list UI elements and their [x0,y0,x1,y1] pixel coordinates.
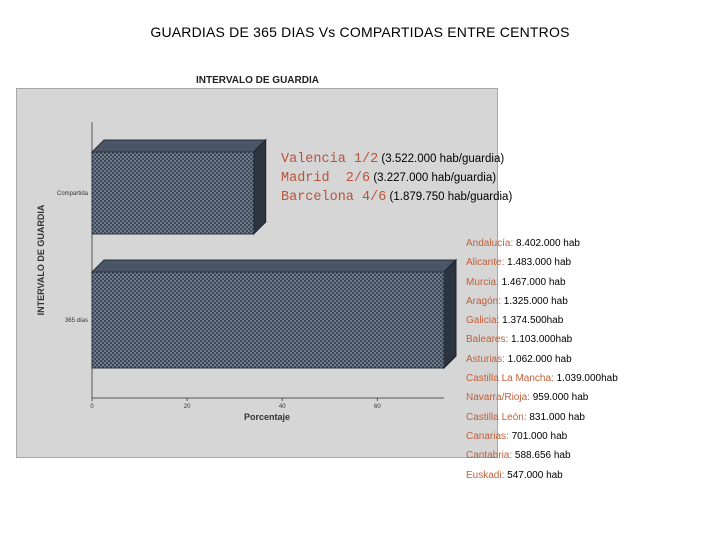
region-item: Cantabria: 588.656 hab [466,446,716,465]
bar-side-0 [253,138,267,236]
bar-top-0 [90,139,267,153]
city-name: Barcelona 4/6 [281,190,387,205]
x-tick-label: 0 [90,404,94,410]
region-value: 1.103.000hab [508,334,573,346]
region-item: Baleares: 1.103.000hab [466,330,716,349]
slide-title: GUARDIAS DE 365 DIAS Vs COMPARTIDAS ENTR… [150,24,570,40]
city-annotation: Barcelona 4/6 (1.879.750 hab/guardia) [281,188,512,207]
region-name: Aragón: [466,295,502,307]
region-item: Canarias: 701.000 hab [466,427,716,446]
chart-labels: 0 20 40 60 Compartida 365 días Porcentaje INTER… [36,191,381,422]
category-label: 365 días [65,318,88,324]
city-value: (3.522.000 hab/guardia) [378,153,505,165]
region-value: 8.402.000 hab [513,238,580,249]
region-item: Alicante: 1.483.000 hab [466,253,716,272]
region-name: Navarra/Rioja: [466,392,530,404]
chart-title: INTERVALO DE GUARDIA [196,75,319,86]
region-item: Castilla La Mancha: 1.039.000hab [466,369,716,388]
region-item: Asturias: 1.062.000 hab [466,350,716,369]
city-annotation: Valencia 1/2 (3.522.000 hab/guardia) [281,150,512,169]
region-item: Castilla León: 831.000 hab [466,408,716,427]
region-value: 588.656 hab [512,450,571,462]
city-name: Valencia 1/2 [281,152,379,167]
city-annotations: Valencia 1/2 (3.522.000 hab/guardia) Madr… [281,150,512,207]
city-value: (3.227.000 hab/guardia) [370,172,497,184]
city-name: Madrid 2/6 [281,171,371,186]
bar-side-1 [443,258,457,370]
region-value: 1.483.000 hab [504,257,572,269]
bar-1 [91,271,445,369]
region-value: 1.039.000hab [553,373,618,385]
bar-0 [91,151,255,235]
region-item: Aragón: 1.325.000 hab [466,292,716,311]
y-axis-title: INTERVALO DE GUARDIA [36,204,46,315]
region-value: 1.062.000 hab [504,353,572,365]
x-tick-label: 40 [279,404,286,410]
region-name: Euskadi: [466,469,505,481]
region-name: Andalucía: [466,238,514,249]
region-value: 959.000 hab [529,392,589,404]
region-value: 831.000 hab [526,411,585,423]
region-name: Alicante: [466,257,505,269]
region-item: Andalucía: 8.402.000 hab [466,234,716,253]
region-name: Canarias: [466,430,509,442]
region-item: Navarra/Rioja: 959.000 hab [466,388,716,407]
region-name: Murcia: [466,276,499,288]
region-name: Castilla La Mancha: [466,373,554,385]
region-name: Baleares: [466,334,509,346]
region-item: Euskadi: 547.000 hab [466,466,716,485]
region-name: Castilla León: [466,411,527,423]
region-value: 1.325.000 hab [501,295,568,307]
x-axis-title: Porcentaje [244,412,290,422]
region-value: 1.467.000 hab [498,276,566,288]
region-list: Andalucía: 8.402.000 hab Alicante: 1.483.… [466,234,716,485]
chart-bars [90,138,458,370]
city-value: (1.879.750 hab/guardia) [386,191,513,203]
region-value: 547.000 hab [504,469,563,481]
x-tick-label: 20 [184,404,191,410]
category-label: Compartida [57,191,89,197]
region-name: Cantabria: [466,450,513,462]
region-value: 1.374.500hab [499,315,564,327]
x-tick-label: 60 [374,404,381,410]
region-name: Galicia: [466,315,500,327]
city-annotation: Madrid 2/6 (3.227.000 hab/guardia) [281,169,512,188]
bar-top-1 [90,259,458,273]
region-item: Murcia: 1.467.000 hab [466,273,716,292]
region-value: 701.000 hab [508,430,568,442]
region-name: Asturias: [466,353,505,365]
region-item: Galicia: 1.374.500hab [466,311,716,330]
